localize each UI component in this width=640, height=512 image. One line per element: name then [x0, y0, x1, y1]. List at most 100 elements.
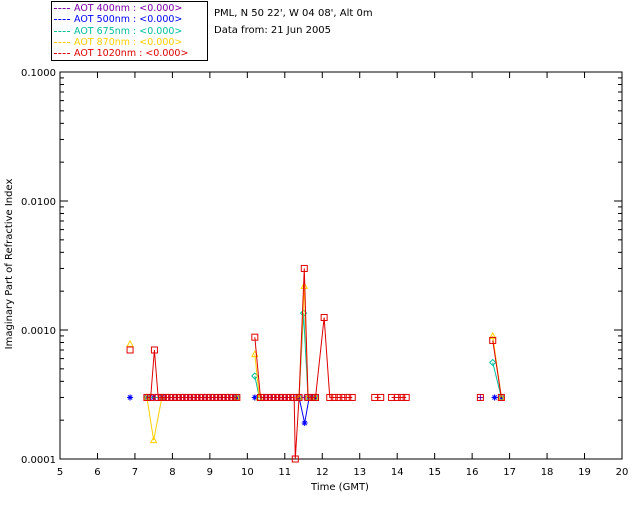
plot-frame [59, 71, 623, 460]
data-point [154, 393, 162, 401]
data-point [344, 393, 352, 401]
data-point [149, 436, 158, 444]
data-point [225, 393, 233, 401]
data-point [126, 339, 134, 347]
location-text: PML, N 50 22', W 04 08', Alt 0m [214, 8, 373, 19]
x-tick-label: 12 [316, 467, 329, 478]
x-tick-label: 7 [132, 467, 138, 478]
legend-entry: AOT 870nm : <0.000> [54, 37, 182, 48]
x-tick-label: 19 [578, 467, 591, 478]
legend-entry: AOT 675nm : <0.000> [54, 26, 182, 37]
data-point [393, 393, 401, 401]
data-point [264, 393, 272, 401]
data-point [497, 393, 506, 401]
data-point [348, 393, 356, 401]
data-point [195, 393, 203, 401]
legend-entry: AOT 1020nm : <0.000> [54, 48, 188, 59]
data-point [491, 394, 498, 401]
data-point [233, 393, 241, 401]
legend-entry: AOT 400nm : <0.000> [54, 3, 182, 14]
series [126, 281, 506, 444]
data-point [308, 393, 316, 401]
ticks-layer: 5 6 7 8 9 10 11 12 13 14 15 16 17 18 19 20 0.0001 0.0010 0… [21, 68, 628, 478]
y-tick-label: 0.0001 [21, 455, 56, 466]
data-point [330, 393, 338, 401]
data-point [177, 393, 185, 401]
data-point [150, 346, 158, 354]
data-point [295, 393, 303, 401]
data-point [488, 331, 497, 339]
data-point [286, 393, 294, 401]
data-point [300, 264, 308, 272]
data-point [300, 281, 309, 289]
data-point [210, 393, 218, 401]
x-tick-label: 20 [616, 467, 629, 478]
x-tick-label: 14 [391, 467, 404, 478]
data-point [207, 393, 215, 401]
data-point [192, 393, 200, 401]
data-point [291, 455, 299, 463]
x-tick-label: 9 [207, 467, 213, 478]
data-point [290, 393, 298, 401]
legend-swatch [54, 41, 70, 43]
data-point [169, 393, 177, 401]
data-point [256, 393, 264, 401]
data-point [251, 333, 259, 341]
data-point [162, 393, 170, 401]
data-point [402, 393, 410, 401]
legend-swatch [54, 19, 70, 21]
data-point [229, 393, 237, 401]
plot-border [59, 71, 623, 460]
series-line [254, 268, 353, 460]
x-tick-label: 10 [241, 467, 254, 478]
data-point [326, 393, 334, 401]
x-tick-label: 11 [278, 467, 291, 478]
data-point [126, 346, 134, 354]
x-tick-label: 18 [541, 467, 554, 478]
legend-swatch [54, 30, 70, 32]
data-point [147, 393, 155, 401]
data-point [214, 393, 222, 401]
data-point [301, 420, 308, 427]
series-line [492, 362, 502, 398]
data-point [127, 394, 134, 401]
x-tick-label: 13 [353, 467, 366, 478]
data-point [268, 393, 276, 401]
x-tick-label: 16 [466, 467, 479, 478]
data-point [158, 393, 166, 401]
data-point [489, 336, 497, 344]
legend-label: AOT 500nm : <0.000> [74, 14, 183, 26]
y-axis-label: Imaginary Part of Refractive Index [4, 179, 15, 350]
series-line [492, 340, 502, 398]
date-text: Data from: 21 Jun 2005 [214, 25, 332, 36]
y-tick-label: 0.0100 [21, 197, 56, 208]
x-tick-label: 15 [428, 467, 441, 478]
series-line [146, 349, 237, 398]
data-point [173, 393, 181, 401]
data-point [489, 358, 497, 367]
data-point [304, 393, 312, 401]
x-axis-label: Time (GMT) [310, 482, 369, 493]
legend-label: AOT 1020nm : <0.000> [74, 48, 189, 60]
legend-swatch [54, 53, 70, 55]
data-point [251, 394, 258, 401]
legend: AOT 400nm : <0.000> AOT 500nm : <0.000> AO… [51, 1, 208, 61]
x-tick-label: 8 [169, 467, 175, 478]
data-point [165, 393, 173, 401]
data-point [260, 393, 268, 401]
y-tick-label: 0.0010 [21, 326, 56, 337]
data-point [271, 393, 279, 401]
data-point [320, 313, 328, 321]
data-point [203, 393, 211, 401]
data-point [312, 393, 320, 401]
data-point [184, 393, 192, 401]
data-point [180, 393, 188, 401]
legend-label: AOT 400nm : <0.000> [74, 3, 183, 14]
series-layer [126, 264, 506, 463]
data-point [222, 393, 230, 401]
series [126, 264, 505, 463]
legend-entry: AOT 500nm : <0.000> [54, 14, 182, 25]
legend-label: AOT 870nm : <0.000> [74, 36, 183, 48]
y-tick-label: 0.1000 [21, 68, 56, 79]
x-tick-label: 5 [57, 467, 63, 478]
